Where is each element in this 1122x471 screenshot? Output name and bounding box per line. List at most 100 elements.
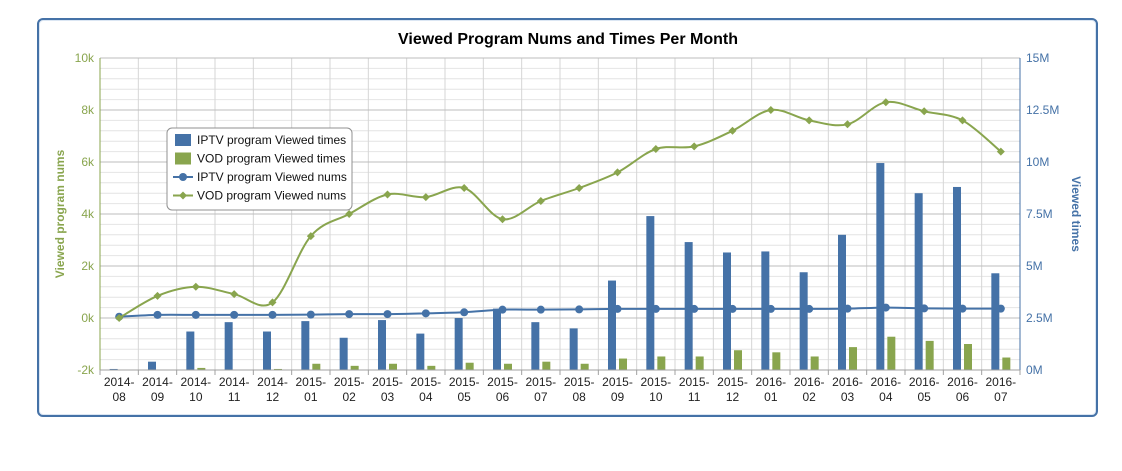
line-point (153, 310, 162, 319)
bar (186, 331, 195, 370)
line-point (996, 304, 1005, 313)
bar (542, 361, 551, 370)
bar (350, 365, 359, 370)
line-point (575, 184, 584, 192)
x-tick-label: 08 (572, 390, 586, 404)
bar (619, 358, 627, 370)
bar (493, 308, 501, 370)
line-point (805, 116, 814, 125)
line-point (766, 304, 775, 313)
x-tick-label: 12 (726, 390, 740, 404)
x-tick-label: 04 (419, 390, 433, 404)
x-tick-label: 2015- (564, 375, 595, 389)
line-point (881, 98, 890, 107)
line-point (306, 232, 315, 241)
x-tick-label: 2015- (372, 375, 403, 389)
legend-item[interactable]: VOD program Viewed nums (173, 189, 346, 203)
x-tick-label: 2014- (219, 375, 250, 389)
legend-item[interactable]: IPTV program Viewed nums (173, 170, 347, 184)
x-tick-label: 10 (189, 390, 203, 404)
bar (695, 356, 704, 370)
x-tick-label: 2015- (640, 375, 671, 389)
line-point (153, 291, 162, 300)
line-point (958, 304, 967, 313)
bar (263, 331, 271, 370)
x-tick-label: 09 (611, 390, 625, 404)
bar (465, 362, 474, 370)
bars (109, 163, 1011, 370)
x-tick-label: 02 (802, 390, 816, 404)
x-tick-label: 04 (879, 390, 893, 404)
legend[interactable]: IPTV program Viewed times VOD program Vie… (166, 127, 353, 211)
x-tick-label: 2016- (794, 375, 825, 389)
line-point (843, 304, 852, 313)
x-tick-label: 2015- (449, 375, 480, 389)
x-tick-label: 2014- (104, 375, 135, 389)
x-tick-label: 07 (534, 390, 548, 404)
line-point (920, 107, 929, 116)
y-axis-left-label: Viewed program nums (53, 149, 67, 278)
x-tick-label: 02 (342, 390, 356, 404)
x-tick-label: 11 (228, 390, 241, 404)
bar (772, 352, 781, 370)
bar (914, 193, 923, 370)
bar (427, 365, 436, 370)
line-point (728, 126, 737, 135)
y-left-tick-label: 0k (81, 311, 95, 325)
line-point (958, 116, 967, 125)
x-tick-label: 2015- (717, 375, 748, 389)
bar (580, 363, 589, 370)
x-tick-label: 05 (917, 390, 931, 404)
x-tick-label: 2015- (525, 375, 556, 389)
bar (964, 344, 972, 370)
line-point (191, 310, 200, 319)
legend-box (166, 127, 353, 211)
legend-item[interactable]: VOD program Viewed times (175, 152, 346, 166)
bar (339, 337, 348, 370)
line-point (536, 305, 545, 314)
x-tick-label: 2015- (487, 375, 518, 389)
y-right-tick-label: 10M (1026, 155, 1049, 169)
line-point (613, 304, 622, 313)
bar (876, 163, 885, 370)
line-point (690, 304, 699, 313)
line-point (498, 305, 507, 314)
legend-swatch (175, 134, 191, 146)
line-point (575, 305, 584, 314)
line-point (728, 304, 737, 313)
bar (416, 333, 425, 370)
line-point (383, 310, 392, 319)
x-tick-label: 01 (764, 390, 778, 404)
bar (723, 252, 731, 370)
bar (312, 363, 321, 370)
bar (657, 356, 666, 370)
legend-label: IPTV program Viewed nums (197, 170, 347, 184)
y-right-tick-label: 12.5M (1026, 103, 1059, 117)
bar (887, 336, 896, 370)
bar (389, 363, 397, 370)
line-point (460, 308, 469, 317)
line-point (651, 304, 660, 313)
bar (301, 321, 310, 370)
line-point (460, 184, 469, 192)
bar (224, 322, 233, 370)
legend-item[interactable]: IPTV program Viewed times (175, 133, 346, 147)
bar (197, 367, 206, 370)
bar (504, 363, 512, 370)
bar (531, 322, 540, 370)
bar (274, 368, 282, 370)
line-point (613, 168, 622, 177)
axes: -2k 0k 2k 4k 6k 8k 10k 0M 2.5M 5M 7.5M 10M 12.5M 15M 2… (75, 51, 1060, 404)
x-tick-label: 2016- (947, 375, 978, 389)
bar (849, 347, 857, 370)
line-point (268, 298, 277, 307)
line-point (498, 215, 507, 224)
bar (953, 186, 961, 370)
x-tick-label: 06 (956, 390, 970, 404)
line-point (230, 290, 239, 299)
line-point (536, 197, 545, 205)
x-tick-label: 2015- (679, 375, 710, 389)
bar (646, 216, 655, 370)
y-left-tick-label: 2k (81, 259, 95, 273)
series-lines (115, 98, 1005, 322)
